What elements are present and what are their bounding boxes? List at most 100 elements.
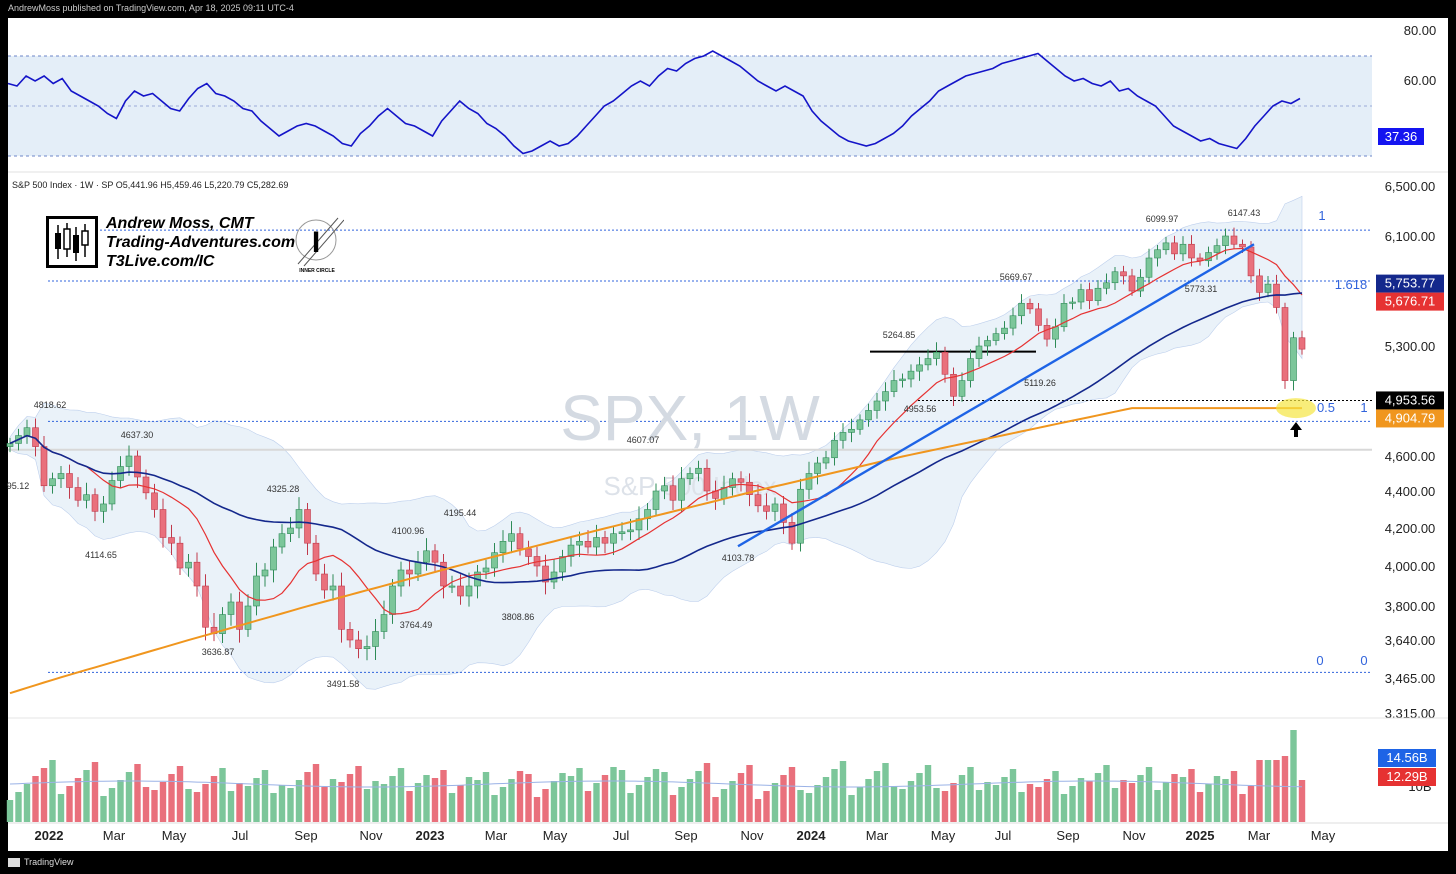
volume-bar — [907, 781, 915, 822]
price-tick: 3,465.00 — [1385, 671, 1436, 686]
volume-bar — [125, 772, 133, 822]
volume-bar — [1222, 779, 1229, 822]
fib-label: 1 — [1360, 400, 1367, 415]
volume-bar — [822, 777, 830, 822]
candle-body — [1171, 242, 1178, 255]
x-tick: Jul — [613, 828, 630, 843]
volume-bar — [244, 786, 252, 822]
candle-body — [1026, 303, 1034, 310]
rsi-panel: 80.00 60.00 37.36 — [7, 23, 1436, 157]
volume-bar — [457, 785, 464, 822]
x-tick: May — [931, 828, 956, 843]
volume-bar — [899, 789, 906, 822]
volume-bar — [100, 796, 107, 822]
price-tick: 5,300.00 — [1385, 339, 1436, 354]
volume-bar — [1094, 773, 1102, 822]
volume-bar — [1120, 780, 1127, 822]
volume-bar — [542, 789, 549, 822]
tradingview-footer: TradingView — [8, 857, 74, 868]
volume-bar — [584, 791, 592, 822]
candle-body — [40, 446, 48, 487]
volume-bar — [933, 788, 940, 822]
ma-200-line — [9, 407, 1302, 695]
volume-bar — [482, 772, 490, 822]
volume-tag-label: 12.29B — [1386, 769, 1427, 784]
candle-body — [992, 333, 1000, 341]
volume-bar — [686, 779, 694, 822]
candle-body — [227, 601, 235, 615]
volume-bar — [695, 771, 702, 822]
candle-body — [916, 364, 923, 372]
candle-body — [176, 542, 184, 569]
volume-bar — [236, 783, 243, 822]
volume-bar — [202, 784, 209, 822]
price-annotation: 6099.97 — [1146, 214, 1179, 224]
candle-body — [1035, 308, 1042, 326]
price-annotation: 5773.31 — [1185, 284, 1218, 294]
candle-body — [1264, 283, 1272, 293]
candle-body — [805, 473, 813, 490]
bollinger-band — [9, 195, 1303, 690]
x-tick: May — [543, 828, 568, 843]
candle-body — [746, 481, 753, 495]
candle-body — [525, 548, 532, 557]
candle-body — [984, 340, 991, 347]
volume-bar — [720, 789, 728, 822]
candle-body — [57, 473, 65, 480]
candle-body — [193, 561, 201, 587]
price-annotation: 3636.87 — [202, 647, 235, 657]
volume-bar — [6, 800, 14, 822]
candle-body — [499, 540, 507, 553]
candle-body — [457, 585, 464, 597]
volume-bar — [1145, 767, 1153, 822]
candle-body — [559, 556, 566, 573]
price-annotation: 5119.26 — [1024, 378, 1056, 388]
volume-bar — [355, 766, 362, 822]
volume-bar — [873, 771, 881, 822]
volume-bar — [797, 790, 804, 822]
fib-label: 0 — [1316, 653, 1323, 668]
candle-body — [1137, 276, 1144, 292]
candle-body — [329, 585, 337, 591]
candle-body — [686, 473, 694, 480]
candle-body — [1009, 315, 1017, 329]
volume-bar — [1213, 776, 1221, 822]
x-tick: Mar — [866, 828, 889, 843]
candle-body — [550, 571, 558, 583]
watermark-symbol: SPX, 1W — [560, 382, 820, 454]
volume-bar — [848, 795, 855, 822]
candle-body — [1162, 242, 1170, 251]
volume-bar — [992, 785, 1000, 822]
volume-bar — [916, 773, 923, 822]
inner-circle-text: INNER CIRCLE — [299, 268, 335, 274]
x-tick: Nov — [1122, 828, 1146, 843]
volume-bar — [1137, 775, 1144, 822]
volume-bar — [23, 784, 31, 822]
candle-body — [159, 509, 167, 538]
candle-body — [23, 427, 31, 436]
candle-body — [440, 561, 447, 587]
candle-body — [482, 567, 490, 573]
candle-body — [941, 351, 949, 375]
volume-bar — [950, 783, 957, 822]
volume-bar — [227, 791, 235, 822]
candle-body — [363, 646, 371, 649]
volume-bar — [924, 765, 932, 822]
volume-bar — [1290, 730, 1297, 822]
volume-bar — [304, 772, 311, 822]
volume-bar — [380, 784, 388, 822]
volume-bar — [1077, 778, 1085, 822]
candle-body — [856, 419, 864, 430]
volume-bar — [839, 761, 847, 822]
volume-bar — [1026, 784, 1034, 822]
brand-line-3: T3Live.com/IC — [106, 253, 215, 270]
candle-body — [584, 540, 592, 548]
candle-body — [661, 485, 668, 492]
tradingview-label: TradingView — [24, 857, 74, 867]
rsi-value-tag — [1378, 128, 1424, 145]
volume-bar — [1273, 760, 1280, 822]
volume-bar — [890, 786, 898, 822]
volume-bar — [74, 778, 82, 822]
volume-bar — [338, 782, 345, 822]
